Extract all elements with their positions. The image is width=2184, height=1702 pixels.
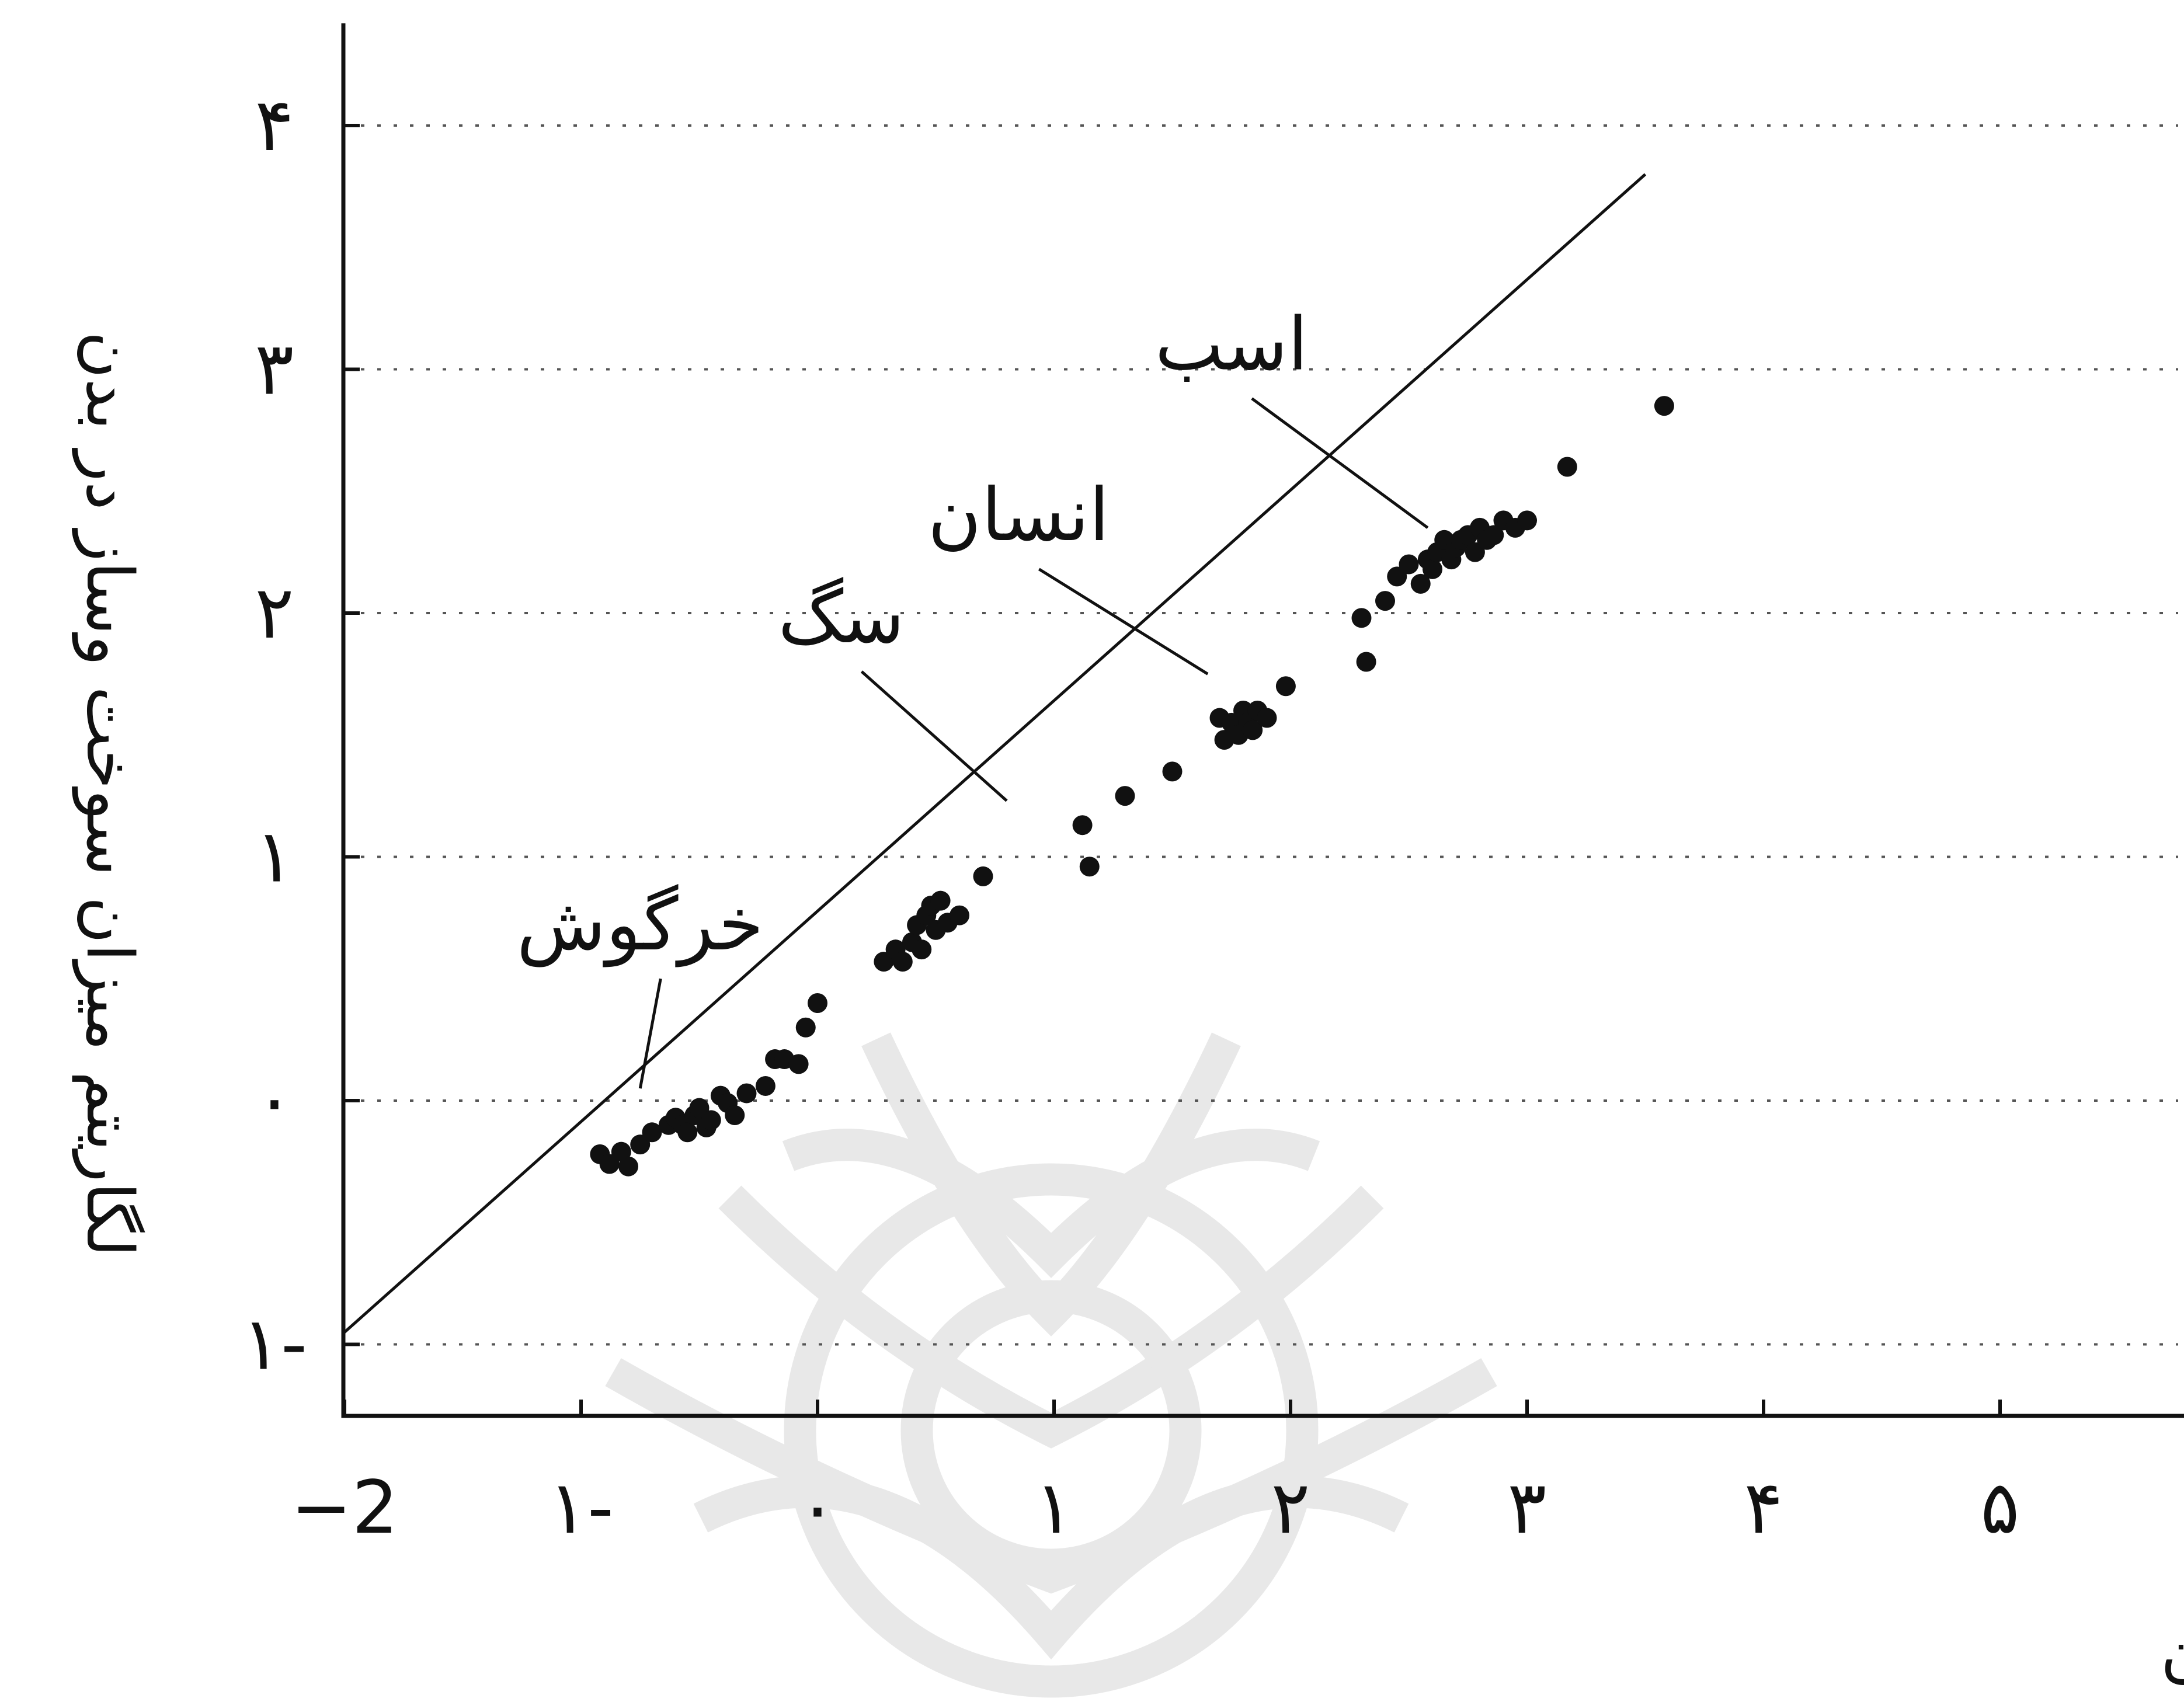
data-point: [1423, 559, 1442, 579]
data-point: [1257, 708, 1277, 728]
data-point: [725, 1105, 745, 1126]
data-point: [1243, 720, 1263, 740]
data-point: [1351, 608, 1372, 628]
data-point: [788, 1054, 809, 1074]
data-point: [630, 1134, 651, 1155]
data-point: [599, 1154, 620, 1174]
y-tick-label: ۲: [255, 570, 294, 655]
data-point: [912, 939, 932, 960]
data-point: [1517, 510, 1537, 531]
annotation-dog-label: سگ: [778, 575, 905, 660]
annotation-rabbit-leader-line: [638, 978, 662, 1089]
watermark-ornament: [605, 1032, 1497, 1698]
annotations: خرگوش سگ انسان اسب: [517, 302, 1429, 1089]
data-point: [1387, 566, 1407, 587]
data-point: [950, 905, 969, 925]
data-point: [618, 1156, 638, 1177]
data-point: [1410, 573, 1431, 594]
data-point: [1275, 676, 1296, 697]
annotation-human-leader-line: [1038, 568, 1209, 676]
data-point: [874, 952, 894, 972]
data-points: [590, 396, 1674, 1177]
x-tick-label: ۱-: [548, 1466, 614, 1550]
data-point: [689, 1098, 710, 1118]
data-point: [1162, 761, 1183, 782]
data-point: [755, 1076, 775, 1096]
data-point: [795, 1017, 816, 1038]
y-tick-label: ۳: [255, 327, 294, 412]
data-point: [1654, 396, 1674, 416]
x-tick-label: ۵: [1980, 1466, 2019, 1550]
y-axis-label: لگاریتم میزان سوخت وساز در بدن: [72, 331, 147, 1257]
data-point: [736, 1083, 757, 1104]
data-point: [642, 1122, 662, 1143]
data-point: [1356, 652, 1376, 672]
y-tick-label: ۰: [255, 1058, 294, 1143]
y-tick-label: ۱-: [242, 1302, 307, 1387]
x-tick-label: ۳: [1507, 1466, 1546, 1550]
x-tick-label: −2: [291, 1466, 398, 1550]
data-point: [973, 866, 993, 886]
data-point: [701, 1110, 721, 1130]
annotation-rabbit-label: خرگوش: [517, 882, 764, 967]
annotation-human-label: انسان: [928, 473, 1110, 558]
data-point: [1557, 457, 1577, 477]
y-axis-ticks: ۱- ۰ ۱ ۲ ۳ ۴: [242, 83, 360, 1387]
x-tick-label: ۴: [1744, 1466, 1783, 1550]
fit-line: [343, 173, 1647, 1334]
data-point: [1072, 815, 1093, 836]
x-tick-label: ۰: [798, 1466, 837, 1550]
x-tick-label: ۱: [1034, 1466, 1073, 1550]
annotation-horse-leader-line: [1251, 397, 1429, 529]
data-point: [1115, 786, 1135, 806]
data-point: [1079, 857, 1100, 877]
y-tick-label: ۴: [255, 83, 294, 168]
data-point: [1399, 554, 1419, 575]
data-point: [892, 952, 913, 972]
fit-line-group: [343, 173, 1647, 1334]
y-tick-label: ۱: [255, 815, 294, 899]
data-point: [677, 1122, 698, 1143]
data-point: [930, 890, 951, 911]
annotation-dog-leader-line: [860, 670, 1008, 802]
x-tick-label: ۲: [1271, 1466, 1310, 1550]
data-point: [1484, 525, 1504, 545]
data-point: [1375, 591, 1395, 611]
data-point: [808, 993, 827, 1013]
x-axis-ticks: −2 ۱- ۰ ۱ ۲ ۳ ۴ ۵: [291, 1400, 2020, 1550]
x-axis-label: لگاریتم وزن بدن: [2161, 1615, 2184, 1690]
data-point: [1465, 542, 1485, 562]
annotation-horse-label: اسب: [1155, 302, 1308, 387]
